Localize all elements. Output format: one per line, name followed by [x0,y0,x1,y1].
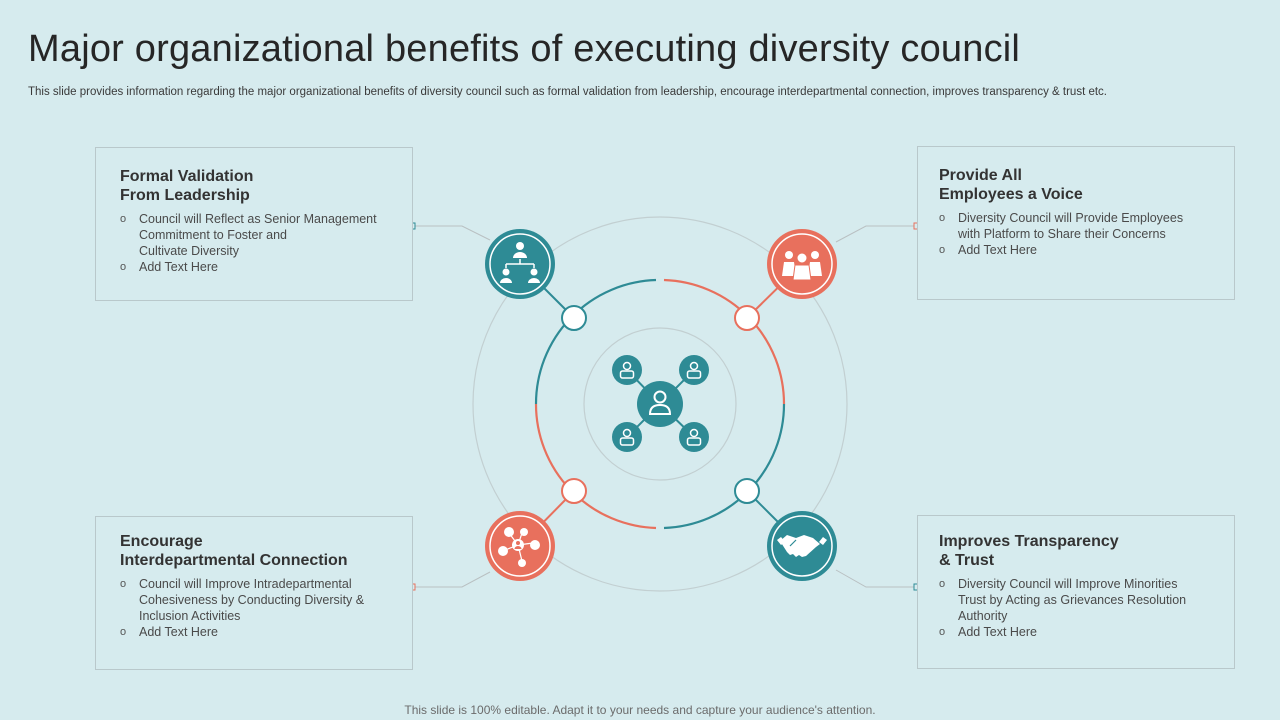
list-item: Add Text Here [939,242,1183,258]
card-formal-validation: Formal Validation From Leadership Counci… [95,147,413,301]
list-item: Council will Improve Intradepartmental C… [120,576,364,624]
node-top-left [561,305,587,331]
inner-ring [583,327,737,481]
node-bottom-left [561,478,587,504]
card-bullets: Diversity Council will Provide Employees… [939,210,1183,258]
card-title: Formal Validation From Leadership [120,168,254,204]
person-icon-bottom-left [612,422,642,452]
list-item: Diversity Council will Provide Employees… [939,210,1183,242]
card-interdepartmental: Encourage Interdepartmental Connection C… [95,516,413,670]
page-subtitle: This slide provides information regardin… [28,86,1107,98]
outer-ring [472,216,848,592]
leader-br [835,569,917,588]
leader-bl [412,571,491,588]
arc-bottom-left [534,403,657,530]
card-title: Improves Transparency & Trust [939,533,1119,569]
list-item: Add Text Here [120,259,377,275]
list-item: Diversity Council will Improve Minoritie… [939,576,1186,624]
node-bottom-right [734,478,760,504]
list-item: Add Text Here [120,624,364,640]
leader-tr [835,225,917,243]
list-item: Add Text Here [939,624,1186,640]
handshake-icon [767,511,837,581]
card-bullets: Council will Improve Intradepartmental C… [120,576,364,640]
card-transparency-trust: Improves Transparency & Trust Diversity … [917,515,1235,669]
card-title: Provide All Employees a Voice [939,167,1083,203]
person-icon-top-left [612,355,642,385]
team-group-icon [767,229,837,299]
person-icon-top-right [679,355,709,385]
person-icon-center [637,381,683,427]
footer-note: This slide is 100% editable. Adapt it to… [404,703,876,717]
page-title: Major organizational benefits of executi… [28,28,1021,70]
network-people-icon [485,511,555,581]
card-bullets: Diversity Council will Improve Minoritie… [939,576,1186,640]
list-item: Council will Reflect as Senior Managemen… [120,211,377,259]
card-bullets: Council will Reflect as Senior Managemen… [120,211,377,275]
card-title: Encourage Interdepartmental Connection [120,533,348,569]
node-top-right [734,305,760,331]
leader-tl [412,225,491,241]
organization-chart-icon [485,229,555,299]
person-icon-bottom-right [679,422,709,452]
card-employee-voice: Provide All Employees a Voice Diversity … [917,146,1235,300]
